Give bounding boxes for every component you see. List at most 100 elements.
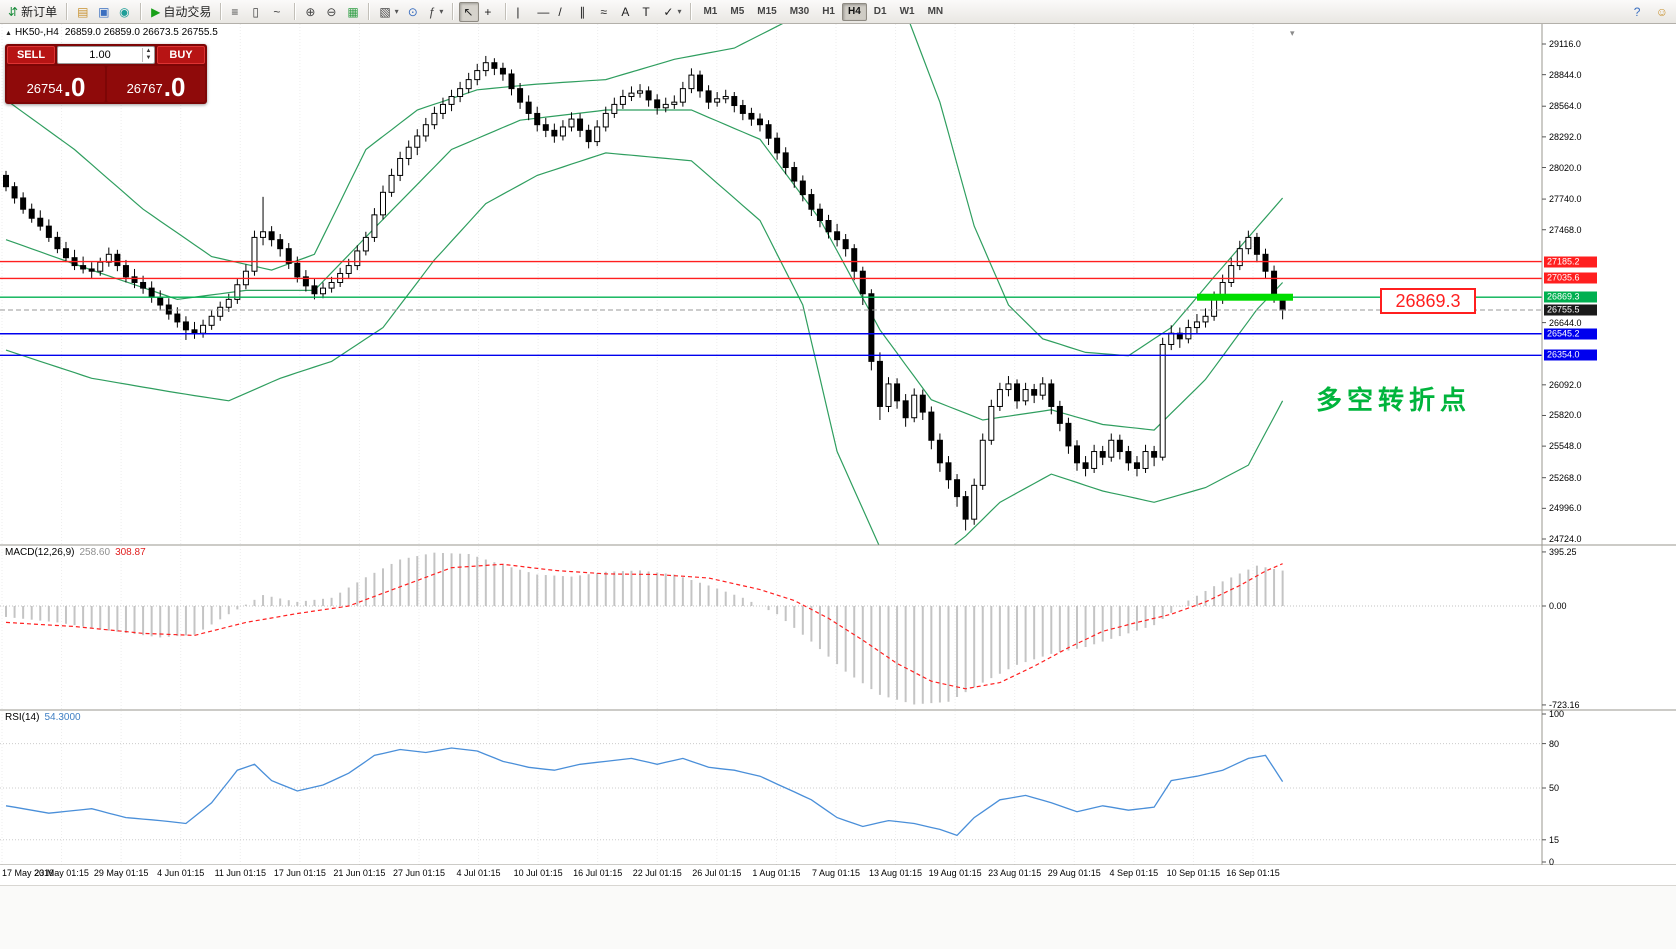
current-price-badge: 26755.5	[1544, 304, 1597, 316]
toolbar-separator	[140, 3, 143, 20]
macd-label: MACD(12,26,9) 258.60 308.87	[5, 547, 146, 558]
buy-price-main: 26767	[126, 81, 163, 96]
timeframe-h4-button[interactable]: H4	[841, 2, 867, 21]
price-tick: 25548.0	[1549, 441, 1582, 452]
dropdown-arrow-icon: ▾	[394, 7, 399, 16]
indicators-icon: ƒ	[428, 4, 436, 19]
timeframe-m5-button[interactable]: M5	[724, 3, 750, 21]
timeframe-m30-button[interactable]: M30	[784, 3, 815, 21]
rsi-scale-tick: 50	[1549, 783, 1560, 793]
volume-spinner[interactable]: ▲ ▼	[142, 48, 154, 62]
vertical-line-button[interactable]: |	[512, 2, 532, 22]
date-label: 11 Jun 01:15	[214, 868, 266, 878]
status-bar	[0, 885, 1676, 949]
bar-chart-icon: ≡	[231, 4, 239, 19]
candlestick-chart-button[interactable]: ▯	[248, 2, 268, 22]
volume-down-icon[interactable]: ▼	[145, 55, 152, 61]
sell-button[interactable]: SELL	[7, 46, 55, 64]
chart-shift-marker-icon: ▾	[1290, 28, 1295, 38]
timeframe-w1-button[interactable]: W1	[894, 3, 921, 21]
charts-button[interactable]: ▤	[73, 2, 93, 22]
rsi-scale-tick: 0	[1549, 857, 1555, 867]
price-line-badge: 26545.2	[1544, 328, 1597, 340]
zoom-out-icon: ⊖	[326, 4, 337, 19]
price-tick: 24724.0	[1549, 534, 1582, 544]
tile-windows-button[interactable]: ▦	[343, 2, 363, 22]
alerts-button[interactable]: ◉	[115, 2, 135, 22]
price-line-badge: 27185.2	[1544, 256, 1597, 268]
macd-scale-tick: -723.16	[1549, 699, 1580, 710]
zoom-in-button[interactable]: ⊕	[301, 2, 321, 22]
trendline-button[interactable]: /	[554, 2, 574, 22]
price-tick: 25820.0	[1549, 410, 1582, 421]
collapse-icon[interactable]: ▲	[5, 30, 12, 37]
new-chart-icon: ▧	[379, 4, 391, 19]
alerts-icon: ◉	[119, 4, 130, 19]
timeframe-mn-button[interactable]: MN	[922, 3, 950, 21]
text-button[interactable]: A	[617, 2, 637, 22]
timeframe-m15-button[interactable]: M15	[751, 3, 782, 21]
profiles-icon: ▣	[98, 4, 110, 19]
timeframe-d1-button[interactable]: D1	[868, 3, 893, 21]
sell-price[interactable]: 26754 .0	[7, 66, 105, 102]
text-label-button[interactable]: T	[638, 2, 658, 22]
crosshair-button[interactable]: +	[480, 2, 500, 22]
community-button[interactable]: ☺	[1652, 2, 1672, 22]
charts-icon: ▤	[77, 4, 89, 19]
volume-value[interactable]: 1.00	[89, 49, 111, 61]
zoom-out-button[interactable]: ⊖	[322, 2, 342, 22]
time-scale[interactable]: 17 May 2019 23 May 01:15 29 May 01:15 4 Jun…	[0, 865, 1676, 885]
volume-up-icon[interactable]: ▲	[145, 48, 152, 54]
sell-price-main: 26754	[26, 81, 63, 96]
vertical-line-icon: |	[516, 4, 520, 19]
text-icon: A	[621, 4, 630, 19]
macd-scale-tick: 395.25	[1549, 546, 1577, 557]
autoscroll-button[interactable]: ⊙	[404, 2, 424, 22]
line-chart-button[interactable]: ~	[269, 2, 289, 22]
toolbar-right: ? ☺	[1630, 2, 1672, 22]
toolbar-separator	[220, 3, 223, 20]
macd-signal-value: 308.87	[115, 547, 146, 558]
fibonacci-button[interactable]: ≈	[596, 2, 616, 22]
rsi-label: RSI(14) 54.3000	[5, 712, 81, 723]
rsi-scale-tick: 80	[1549, 738, 1560, 749]
annotation-text[interactable]: 多空转折点	[1316, 385, 1472, 415]
dropdown-arrow-icon: ▾	[677, 7, 682, 16]
cursor-button[interactable]: ↖	[459, 1, 480, 22]
new-order-button[interactable]: ⇵ 新订单	[4, 2, 61, 22]
new-chart-button[interactable]: ▧ ▾	[375, 2, 402, 22]
rsi-scale-tick: 100	[1549, 709, 1565, 719]
price-tick: 27468.0	[1549, 224, 1582, 235]
fibonacci-icon: ≈	[600, 4, 607, 19]
dropdown-arrow-icon: ▾	[439, 7, 444, 16]
date-label: 4 Sep 01:15	[1109, 868, 1159, 878]
channel-button[interactable]: ∥	[575, 2, 595, 22]
rsi-scale-tick: 15	[1549, 834, 1560, 845]
line-chart-icon: ~	[273, 4, 281, 19]
channel-icon: ∥	[579, 4, 586, 19]
buy-button[interactable]: BUY	[157, 46, 205, 64]
price-tick: 28844.0	[1549, 69, 1582, 80]
help-search-button[interactable]: ?	[1630, 2, 1650, 22]
ohlc-values: 26859.0 26859.0 26673.5 26755.5	[64, 27, 218, 38]
price-tick: 26644.0	[1549, 317, 1582, 328]
timeframe-h1-button[interactable]: H1	[816, 3, 841, 21]
horizontal-line-button[interactable]: —	[533, 2, 553, 22]
buy-price[interactable]: 26767 .0	[107, 66, 205, 102]
profiles-button[interactable]: ▣	[94, 2, 114, 22]
volume-stepper[interactable]: 1.00 ▲ ▼	[57, 46, 155, 64]
arrows-button[interactable]: ✓ ▾	[659, 2, 685, 22]
date-label: 1 Aug 01:15	[752, 868, 801, 878]
timeframe-m1-button[interactable]: M1	[697, 3, 723, 21]
arrows-icon: ✓	[663, 4, 674, 19]
price-level-label[interactable]: 26869.3	[1380, 288, 1476, 314]
date-label: 16 Jul 01:15	[573, 868, 623, 878]
chart-canvas[interactable]	[0, 24, 1676, 885]
price-line-badge: 27035.6	[1544, 272, 1597, 284]
autotrading-button[interactable]: ▶ 自动交易	[147, 2, 215, 22]
price-scale[interactable]: 29116.0 28844.0 28564.0 28292.0 28020.0 27740…	[1542, 24, 1676, 867]
indicators-button[interactable]: ƒ ▾	[425, 2, 448, 22]
bar-chart-button[interactable]: ≡	[227, 2, 247, 22]
date-label: 29 Aug 01:15	[1047, 868, 1101, 878]
price-tick: 28020.0	[1549, 162, 1582, 173]
